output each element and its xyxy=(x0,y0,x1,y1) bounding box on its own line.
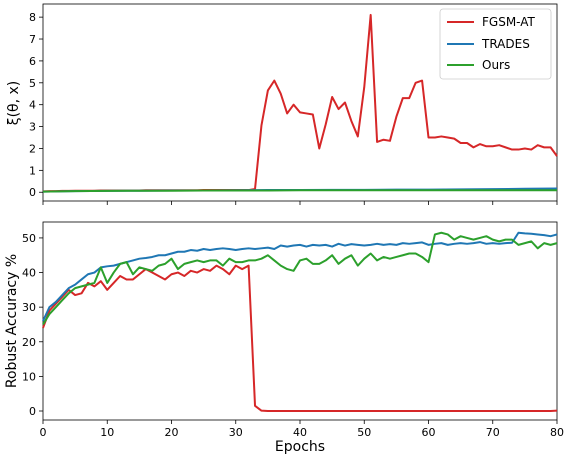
robust-accuracy-panel: 0 10 20 30 40 50 60 70 80 0 10 20 30 40 50 Robust Acc… xyxy=(4,221,564,455)
xi-y-tick-label: 2 xyxy=(29,142,36,155)
xi-y-axis-label: ξ(θ, x) xyxy=(6,81,22,125)
acc-series-line-trades xyxy=(42,231,558,322)
acc-y-tick-label: 40 xyxy=(22,267,36,280)
acc-y-axis-label: Robust Accuracy % xyxy=(4,254,20,388)
xi-y-tick-label: 0 xyxy=(29,186,36,199)
acc-x-tick-label: 60 xyxy=(422,426,436,439)
acc-y-tick-label: 0 xyxy=(29,405,36,418)
acc-x-ticks: 0 10 20 30 40 50 60 70 80 xyxy=(40,420,564,439)
acc-x-tick-label: 40 xyxy=(293,426,307,439)
xi-y-tick-label: 1 xyxy=(29,164,36,177)
xi-y-tick-label: 4 xyxy=(29,99,36,112)
acc-y-ticks: 0 10 20 30 40 50 xyxy=(22,232,43,418)
acc-series-lines xyxy=(42,231,558,412)
acc-x-tick-label: 80 xyxy=(550,426,564,439)
xi-panel: 0 1 2 3 4 5 6 7 8 ξ(θ, x) FGSM-AT TRADES Ours xyxy=(6,3,558,205)
acc-x-tick-label: 70 xyxy=(486,426,500,439)
acc-x-tick-label: 20 xyxy=(165,426,179,439)
acc-y-tick-label: 20 xyxy=(22,336,36,349)
legend-label-fgsm: FGSM-AT xyxy=(482,15,536,29)
legend-label-ours: Ours xyxy=(482,58,510,72)
xi-y-tick-label: 5 xyxy=(29,77,36,90)
legend: FGSM-AT TRADES Ours xyxy=(439,8,552,80)
xi-series-lines xyxy=(42,13,558,193)
acc-x-tick-label: 0 xyxy=(40,426,47,439)
x-axis-label: Epochs xyxy=(275,439,325,455)
acc-series-line-ours xyxy=(42,231,558,325)
legend-frame xyxy=(439,8,552,80)
xi-y-tick-label: 8 xyxy=(29,11,36,24)
xi-y-tick-label: 7 xyxy=(29,33,36,46)
acc-series-line-fgsm-at xyxy=(42,264,558,412)
acc-y-tick-label: 30 xyxy=(22,301,36,314)
acc-x-tick-label: 30 xyxy=(229,426,243,439)
xi-y-tick-label: 6 xyxy=(29,55,36,68)
xi-x-ticks xyxy=(42,201,558,205)
xi-series-line-ours xyxy=(42,189,557,193)
acc-y-tick-label: 50 xyxy=(22,232,36,245)
acc-y-tick-label: 10 xyxy=(22,370,36,383)
acc-x-tick-label: 10 xyxy=(100,426,114,439)
legend-label-trades: TRADES xyxy=(481,37,530,51)
xi-y-ticks: 0 1 2 3 4 5 6 7 8 xyxy=(29,11,43,199)
acc-x-tick-label: 50 xyxy=(357,426,371,439)
acc-plot-frame xyxy=(42,221,558,421)
xi-y-tick-label: 3 xyxy=(29,121,36,134)
